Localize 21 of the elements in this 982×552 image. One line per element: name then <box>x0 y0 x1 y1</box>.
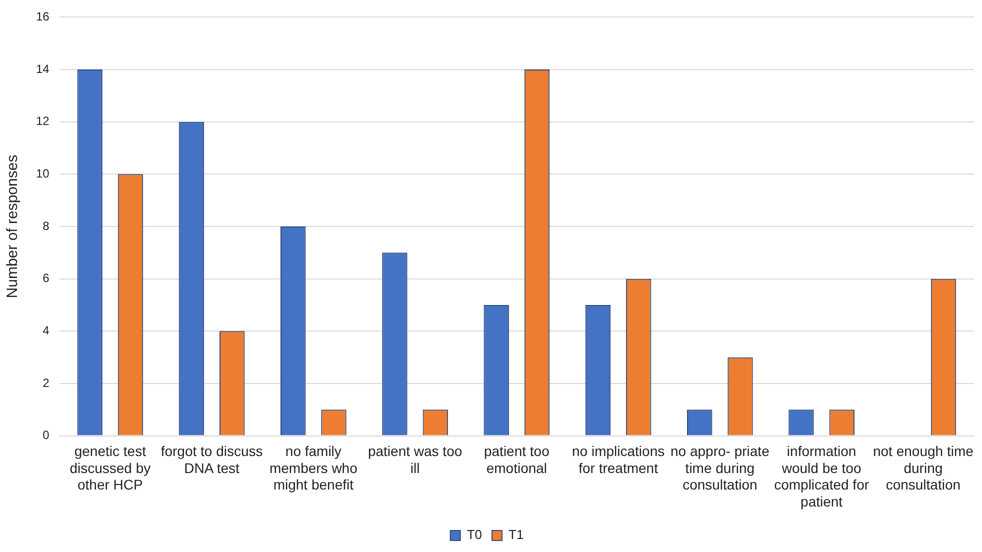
x-tick-label: no appro- priate time during consultation <box>670 443 770 493</box>
y-tick-label: 2 <box>42 376 50 390</box>
y-tick-label: 10 <box>36 166 50 180</box>
x-tick-label: genetic test discussed by other HCP <box>70 443 151 493</box>
legend-label: T0 <box>466 527 482 542</box>
y-tick-label: 8 <box>42 218 50 233</box>
y-tick-label: 6 <box>42 271 50 286</box>
x-tick-label: patient was too ill <box>368 443 462 476</box>
y-tick-label: 0 <box>42 428 50 442</box>
legend-label: T1 <box>508 527 524 542</box>
x-tick-label: no implications for treatment <box>572 443 665 476</box>
x-tick-label: no family members who might benefit <box>269 443 358 493</box>
y-axis-title: Number of responses <box>4 154 22 298</box>
x-tick-label: not enough time during consultation <box>872 443 974 493</box>
x-tick-label: forgot to discuss DNA test <box>160 443 263 476</box>
y-tick-label: 4 <box>42 323 50 338</box>
y-tick-label: 16 <box>36 10 50 24</box>
y-tick-label: 12 <box>36 114 50 128</box>
y-tick-label: 14 <box>36 62 50 76</box>
x-tick-label: information would be too complicated for patient <box>774 443 870 510</box>
x-tick-label: patient too emotional <box>484 443 550 476</box>
